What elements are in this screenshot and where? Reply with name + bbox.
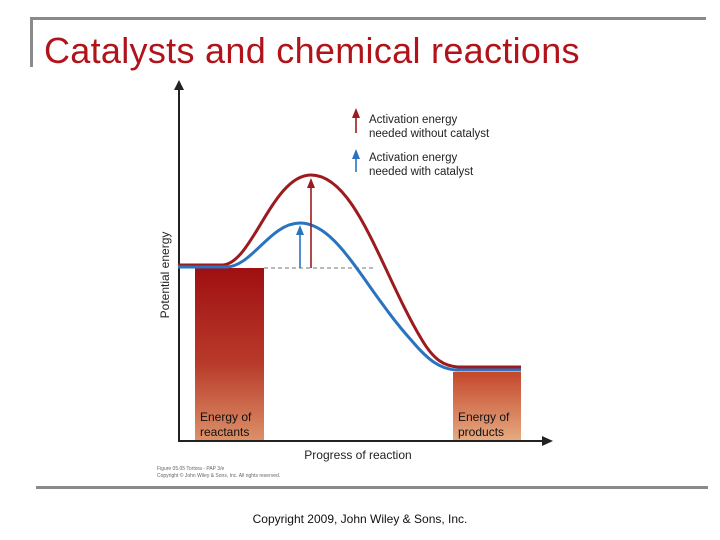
legend-with-catalyst-line1: Activation energy xyxy=(369,152,457,164)
reactants-label-line1: Energy of xyxy=(200,410,252,424)
copyright-text: Copyright 2009, John Wiley & Sons, Inc. xyxy=(252,512,468,526)
curve-with-catalyst xyxy=(178,221,521,372)
y-axis-label: Potential energy xyxy=(158,232,172,319)
legend-without-catalyst-line1: Activation energy xyxy=(369,114,457,126)
frame-bottom-line xyxy=(36,486,708,489)
products-label-line1: Energy of xyxy=(458,410,510,424)
legend-without-catalyst-line2: needed without catalyst xyxy=(369,128,490,140)
reactants-energy-bar xyxy=(195,268,264,441)
products-label-line2: products xyxy=(458,425,504,439)
legend-with-catalyst-line2: needed with catalyst xyxy=(369,166,474,178)
y-axis-arrowhead xyxy=(174,80,184,90)
products-energy-bar xyxy=(453,372,521,441)
figure-credit-line2: Copyright © John Wiley & Sons, Inc. All … xyxy=(157,472,280,479)
curve-without-catalyst xyxy=(178,173,521,369)
frame-top-line xyxy=(32,17,706,20)
x-axis-label: Progress of reaction xyxy=(304,448,411,462)
legend-arrowhead-without-catalyst xyxy=(352,108,360,118)
x-axis-arrowhead xyxy=(542,436,553,446)
reactants-label-line2: reactants xyxy=(200,425,249,439)
activation-arrowhead-without-catalyst xyxy=(307,178,315,188)
activation-arrowhead-with-catalyst xyxy=(296,225,304,235)
frame-left-line xyxy=(30,17,33,67)
figure-credit-line1: Figure 05.05 Tortora - PAP 3/e xyxy=(157,466,224,472)
legend-arrowhead-with-catalyst xyxy=(352,149,360,159)
page-title: Catalysts and chemical reactions xyxy=(44,30,580,71)
